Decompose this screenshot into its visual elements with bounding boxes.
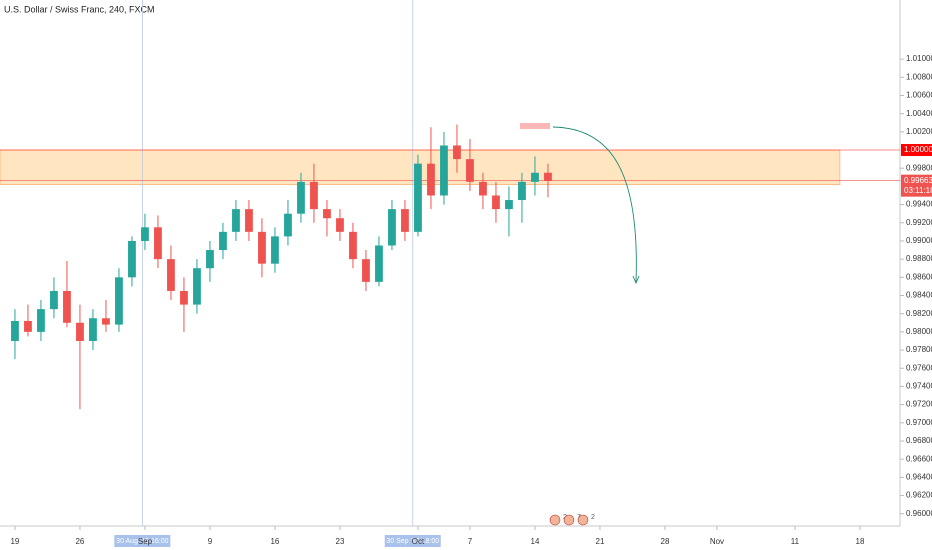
candle-body — [427, 163, 435, 196]
candle-body — [141, 227, 149, 241]
y-tick-label: 1.00600 — [906, 91, 932, 100]
candle-body — [63, 290, 71, 323]
candle-body — [193, 268, 201, 305]
event-icon — [577, 514, 589, 526]
x-tick-label: Nov — [710, 537, 724, 546]
x-tick-label: 21 — [596, 537, 605, 546]
x-tick-label: 23 — [336, 537, 345, 546]
arrow-head — [632, 275, 640, 285]
event-count: 2 — [591, 514, 595, 521]
event-icon — [549, 514, 561, 526]
countdown-label: 03:11:18 — [904, 186, 932, 195]
candle-body — [128, 240, 136, 278]
y-tick-label: 1.00400 — [906, 109, 932, 118]
candle-body — [115, 277, 123, 325]
x-tick-label: 19 — [10, 537, 19, 546]
candle-body — [388, 209, 396, 246]
level-label: 1.00000 — [904, 145, 932, 154]
last-price-box — [901, 174, 932, 197]
candle-body — [323, 209, 331, 219]
candle-body — [310, 181, 318, 210]
candle-body — [232, 209, 240, 232]
candle-body — [336, 218, 344, 232]
x-tick-label: 7 — [468, 537, 473, 546]
candle-body — [466, 159, 474, 182]
crosshair-label-box — [114, 535, 171, 547]
candle-body — [284, 213, 292, 237]
candle-body — [492, 195, 500, 210]
event-icon — [563, 514, 575, 526]
x-tick-label: 11 — [791, 537, 800, 546]
x-tick-label: Sep — [138, 537, 153, 546]
candle-body — [297, 181, 305, 214]
candle-body — [271, 236, 279, 264]
candle-body — [180, 290, 188, 305]
x-tick-label: 28 — [661, 537, 670, 546]
projection-arrow — [552, 126, 637, 283]
x-tick-label: 26 — [75, 537, 84, 546]
candle-body — [102, 318, 110, 325]
x-tick-label: 18 — [856, 537, 865, 546]
candle-body — [453, 145, 461, 160]
candle-body — [479, 181, 487, 196]
crosshair-label-box — [384, 535, 441, 547]
x-tick-label: Oct — [412, 537, 425, 546]
candle-body — [24, 320, 32, 332]
y-tick-label: 1.01000 — [906, 54, 932, 63]
last-price-label: 0.99663 — [904, 176, 932, 185]
candle-body — [544, 172, 552, 181]
candle-body — [414, 163, 422, 232]
chart-title: U.S. Dollar / Swiss Franc, 240, FXCM — [4, 4, 155, 14]
candle-body — [375, 245, 383, 282]
x-tick-label: 9 — [208, 537, 213, 546]
candle-body — [362, 259, 370, 282]
candle-body — [505, 200, 513, 210]
crosshair-label: 30 Sep '19 18:00 — [386, 538, 439, 545]
candle-body — [258, 231, 266, 264]
crosshair-label: 30 Aug '19 16:00 — [116, 538, 168, 545]
candle-body — [219, 231, 227, 251]
candle-body — [206, 250, 214, 269]
level-label-box — [901, 144, 932, 157]
candle-body — [154, 227, 162, 260]
candle-body — [401, 209, 409, 232]
candle-body — [349, 231, 357, 260]
candle-body — [167, 259, 175, 291]
x-tick-label: 16 — [270, 537, 279, 546]
candle-body — [76, 322, 84, 341]
candle-body — [440, 145, 448, 196]
candle-body — [518, 181, 526, 201]
candle-body — [50, 290, 58, 310]
candle-body — [37, 309, 45, 332]
y-tick-label: 1.00800 — [906, 72, 932, 81]
candle-body — [531, 172, 539, 182]
candle-body — [89, 318, 97, 341]
y-tick-label: 0.96000 — [906, 509, 932, 518]
candle-body — [11, 320, 19, 341]
x-tick-label: 14 — [531, 537, 540, 546]
highlight-box — [520, 123, 550, 129]
candle-body — [245, 209, 253, 232]
